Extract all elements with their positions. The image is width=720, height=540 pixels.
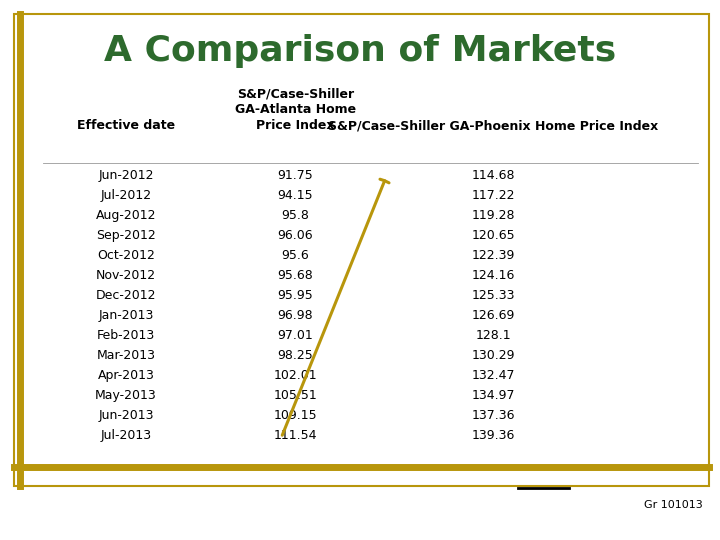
Text: Sep-2012: Sep-2012 (96, 229, 156, 242)
Text: Dec-2012: Dec-2012 (96, 289, 156, 302)
Text: 105.51: 105.51 (274, 389, 317, 402)
Text: Nov-2012: Nov-2012 (96, 269, 156, 282)
Text: S&P/Case-Shiller
GA-Atlanta Home
Price Index: S&P/Case-Shiller GA-Atlanta Home Price I… (235, 87, 356, 132)
Text: 124.16: 124.16 (472, 269, 515, 282)
Text: 126.69: 126.69 (472, 309, 515, 322)
Text: Mar-2013: Mar-2013 (96, 349, 156, 362)
Text: S&P/Case-Shiller GA-Phoenix Home Price Index: S&P/Case-Shiller GA-Phoenix Home Price I… (328, 119, 658, 132)
Text: 134.97: 134.97 (472, 389, 515, 402)
Text: 95.95: 95.95 (277, 289, 313, 302)
Text: 125.33: 125.33 (472, 289, 515, 302)
Text: 119.28: 119.28 (472, 209, 515, 222)
Text: Jul-2013: Jul-2013 (100, 429, 152, 442)
Text: 102.01: 102.01 (274, 369, 317, 382)
Text: 95.8: 95.8 (282, 209, 309, 222)
Text: 128.1: 128.1 (475, 329, 511, 342)
Text: 117.22: 117.22 (472, 189, 515, 202)
Text: Aug-2012: Aug-2012 (96, 209, 156, 222)
Text: 122.39: 122.39 (472, 249, 515, 262)
Text: 109.15: 109.15 (274, 409, 317, 422)
Text: 96.98: 96.98 (277, 309, 313, 322)
Text: A Comparison of Markets: A Comparison of Markets (104, 35, 616, 68)
Text: Jul-2012: Jul-2012 (100, 189, 152, 202)
Text: 95.6: 95.6 (282, 249, 309, 262)
Text: Oct-2012: Oct-2012 (97, 249, 155, 262)
Text: 137.36: 137.36 (472, 409, 515, 422)
Text: 114.68: 114.68 (472, 169, 515, 182)
Text: 98.25: 98.25 (277, 349, 313, 362)
Text: Feb-2013: Feb-2013 (97, 329, 155, 342)
Bar (14, 14, 709, 486)
Text: 132.47: 132.47 (472, 369, 515, 382)
Text: Effective date: Effective date (77, 119, 175, 132)
Text: May-2013: May-2013 (95, 389, 157, 402)
Text: 139.36: 139.36 (472, 429, 515, 442)
Text: 120.65: 120.65 (472, 229, 515, 242)
Text: Apr-2013: Apr-2013 (98, 369, 154, 382)
Text: 130.29: 130.29 (472, 349, 515, 362)
Text: Gr 101013: Gr 101013 (644, 500, 703, 510)
Text: Jan-2013: Jan-2013 (99, 309, 153, 322)
Text: Jun-2012: Jun-2012 (98, 169, 154, 182)
Text: 91.75: 91.75 (277, 169, 313, 182)
Text: 95.68: 95.68 (277, 269, 313, 282)
Text: 96.06: 96.06 (277, 229, 313, 242)
Text: 97.01: 97.01 (277, 329, 313, 342)
Text: Jun-2013: Jun-2013 (98, 409, 154, 422)
Text: 94.15: 94.15 (277, 189, 313, 202)
Text: 111.54: 111.54 (274, 429, 317, 442)
